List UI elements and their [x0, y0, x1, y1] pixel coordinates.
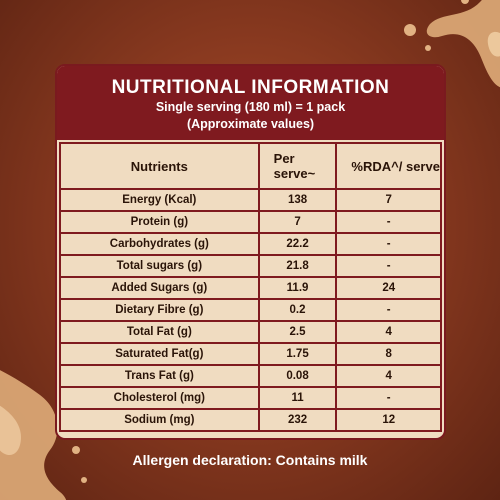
per-serve-value: 22.2 [257, 232, 338, 256]
column-header-nutrients: Nutrients [59, 142, 260, 190]
rda-value: - [335, 298, 442, 322]
approximate-note: (Approximate values) [186, 117, 315, 131]
serving-size: Single serving (180 ml) = 1 pack [155, 100, 346, 114]
nutrient-name: Saturated Fat(g) [59, 342, 260, 366]
rda-value: 4 [335, 320, 442, 344]
rda-value: 4 [335, 364, 442, 388]
nutrient-name: Carbohydrates (g) [59, 232, 260, 256]
column-header-per-serve: Per serve~ [257, 142, 338, 190]
rda-value: - [335, 386, 442, 410]
column-header-rda: %RDA^/ serve [335, 142, 442, 190]
panel-header: NUTRITIONAL INFORMATION Single serving (… [57, 66, 444, 140]
per-serve-value: 0.08 [257, 364, 338, 388]
per-serve-value: 138 [257, 188, 338, 212]
per-serve-value: 232 [257, 408, 338, 432]
table-row: Dietary Fibre (g) 0.2 - [59, 298, 442, 322]
table-row: Carbohydrates (g) 22.2 - [59, 232, 442, 256]
rda-value: 7 [335, 188, 442, 212]
nutrient-name: Total Fat (g) [59, 320, 260, 344]
table-row: Saturated Fat(g) 1.75 8 [59, 342, 442, 366]
table-row: Trans Fat (g) 0.08 4 [59, 364, 442, 388]
per-serve-value: 2.5 [257, 320, 338, 344]
table-header-row: Nutrients Per serve~ %RDA^/ serve [59, 142, 442, 190]
nutrient-name: Cholesterol (mg) [59, 386, 260, 410]
nutrition-panel: NUTRITIONAL INFORMATION Single serving (… [55, 64, 446, 440]
nutrient-name: Protein (g) [59, 210, 260, 234]
rda-value: 12 [335, 408, 442, 432]
per-serve-value: 0.2 [257, 298, 338, 322]
rda-value: 24 [335, 276, 442, 300]
nutrition-table: Nutrients Per serve~ %RDA^/ serve Energy… [59, 142, 442, 432]
nutrient-name: Energy (Kcal) [59, 188, 260, 212]
rda-value: - [335, 232, 442, 256]
table-row: Sodium (mg) 232 12 [59, 408, 442, 432]
per-serve-value: 11.9 [257, 276, 338, 300]
nutrient-name: Total sugars (g) [59, 254, 260, 278]
nutrient-name: Sodium (mg) [59, 408, 260, 432]
rda-value: - [335, 210, 442, 234]
per-serve-value: 1.75 [257, 342, 338, 366]
table-row: Cholesterol (mg) 11 - [59, 386, 442, 410]
nutrient-name: Trans Fat (g) [59, 364, 260, 388]
per-serve-value: 11 [257, 386, 338, 410]
table-row: Protein (g) 7 - [59, 210, 442, 234]
allergen-declaration: Allergen declaration: Contains milk [132, 452, 368, 468]
rda-value: 8 [335, 342, 442, 366]
rda-value: - [335, 254, 442, 278]
table-row: Total sugars (g) 21.8 - [59, 254, 442, 278]
per-serve-value: 21.8 [257, 254, 338, 278]
per-serve-value: 7 [257, 210, 338, 234]
table-row: Added Sugars (g) 11.9 24 [59, 276, 442, 300]
table-row: Energy (Kcal) 138 7 [59, 188, 442, 212]
panel-title: NUTRITIONAL INFORMATION [111, 77, 390, 98]
table-row: Total Fat (g) 2.5 4 [59, 320, 442, 344]
nutrient-name: Added Sugars (g) [59, 276, 260, 300]
nutrient-name: Dietary Fibre (g) [59, 298, 260, 322]
